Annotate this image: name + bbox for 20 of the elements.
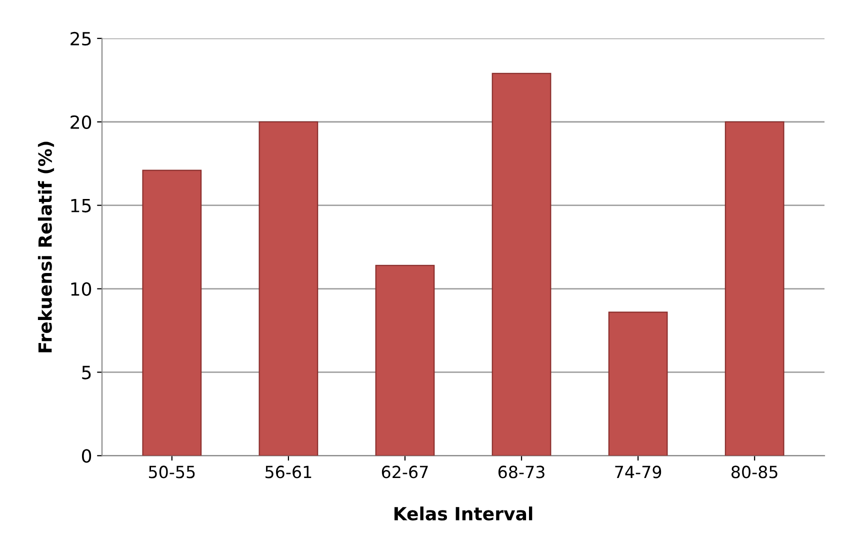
y-tick-label: 20 [70, 115, 92, 129]
bar [258, 121, 318, 456]
x-tick-label: 56-61 [266, 466, 312, 478]
x-tick-label: 80-85 [731, 466, 778, 478]
y-tick-label: 10 [71, 282, 92, 296]
bar [142, 170, 202, 456]
x-tick-label: 50-55 [148, 466, 195, 478]
x-tick-label: 68-73 [498, 466, 544, 478]
y-tick-label: 25 [70, 32, 91, 46]
y-axis-title: Frekuensi Relatif (%) [38, 142, 54, 352]
bar [375, 264, 435, 456]
x-tick-label: 62-67 [382, 466, 428, 478]
y-tick-label: 15 [71, 199, 91, 212]
bar [724, 121, 784, 456]
y-tick-label: 5 [82, 366, 91, 380]
x-tick-label: 74-79 [615, 466, 662, 478]
x-axis-title: Kelas Interval [394, 506, 532, 520]
bar [608, 312, 668, 456]
bar [492, 72, 552, 456]
y-tick-label: 0 [82, 449, 92, 463]
